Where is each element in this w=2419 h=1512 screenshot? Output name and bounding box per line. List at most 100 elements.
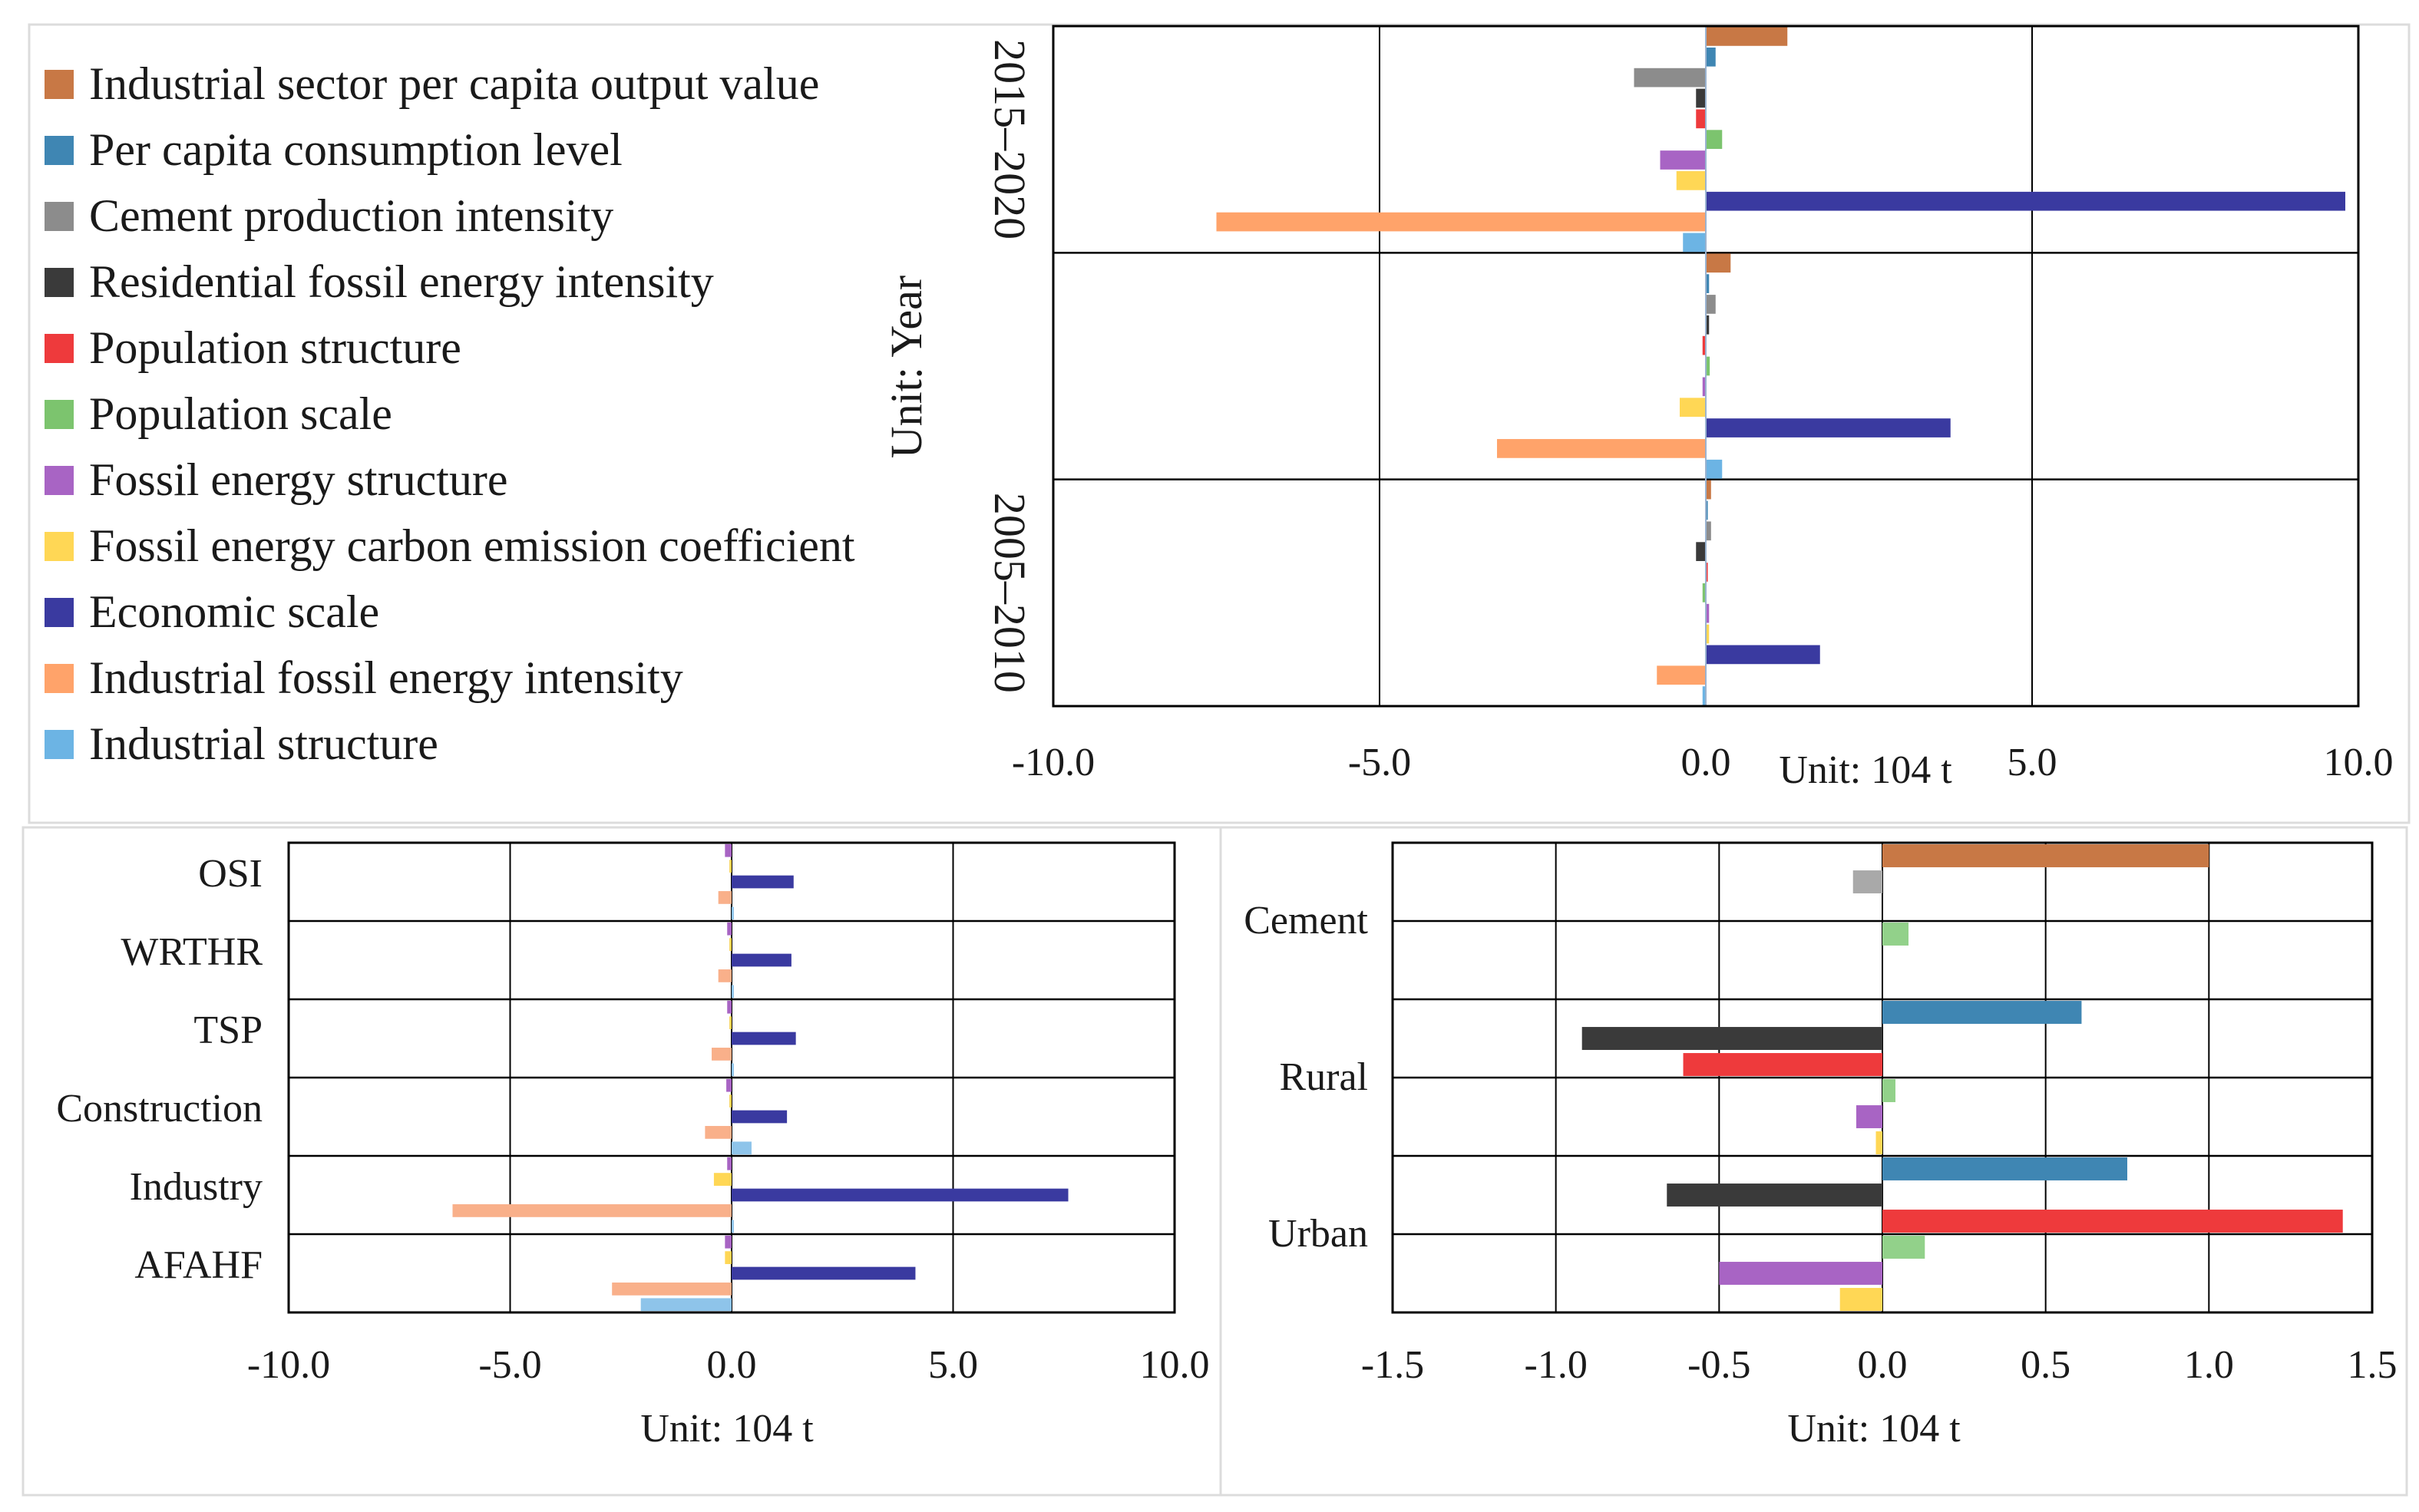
legend-swatch-fecec [45,532,74,561]
legend-label-fecec: Fossil energy carbon emission coefficien… [89,520,855,571]
bar-pccl [1882,1001,2082,1024]
x-tick-label: 0.0 [707,1343,757,1387]
bar-is [640,1298,732,1312]
bar-fes [1719,1262,1882,1285]
bar-cpi [1852,870,1882,893]
bar-pccl [1706,500,1708,520]
legend-label-ispcov: Industrial sector per capita output valu… [89,58,819,109]
bar-fecec [729,938,732,951]
bar-fes [726,1078,732,1092]
bar-fecec [1706,624,1710,644]
category-label: OSI [198,852,263,896]
bar-ispcov [1706,27,1788,46]
bottom-right-xlabel: Unit: 104 t [1787,1407,1961,1451]
x-tick-label: 10.0 [2324,741,2394,784]
category-label: Rural [1279,1055,1368,1099]
legend-swatch-is [45,730,74,759]
bar-fecec [729,860,732,873]
x-tick-label: 0.0 [1681,741,1731,784]
top-panel-border [28,23,2411,824]
bar-fecec [725,1251,732,1264]
x-tick-label: 1.0 [2184,1343,2234,1387]
x-tick-label: -1.0 [1525,1343,1588,1387]
category-label: WRTHR [121,930,263,974]
bottom-left-xlabel: Unit: 104 t [640,1407,814,1451]
legend-label-pscale: Population scale [89,388,392,439]
bar-es [1706,418,1951,437]
legend-swatch-es [45,598,74,627]
bar-is [732,906,734,920]
bar-es [732,1032,796,1045]
bar-ps [1683,1053,1882,1076]
bar-cpi [1634,68,1706,87]
bar-is [1706,459,1723,479]
x-tick-label: 5.0 [928,1343,978,1387]
bar-pscale [1882,1079,1896,1102]
bar-ifei [1216,212,1706,232]
bar-fes [725,843,732,857]
bar-fecec [1680,398,1706,418]
legend-swatch-pscale [45,400,74,429]
category-label: Urban [1268,1212,1368,1256]
bar-ifei [718,891,732,904]
legend-label-is: Industrial structure [89,718,438,769]
category-label: Construction [56,1087,263,1131]
x-tick-label: -1.5 [1361,1343,1424,1387]
x-tick-label: 5.0 [2008,741,2057,784]
bar-ifei [612,1283,732,1296]
legend-label-ifei: Industrial fossil energy intensity [89,652,683,703]
bar-is [1702,686,1706,705]
category-label: Industry [130,1165,263,1209]
bar-ifei [718,969,732,982]
bar-ifei [712,1048,732,1061]
x-tick-label: 10.0 [1140,1343,1210,1387]
chart-top: -10.0 -5.0 0.0 5.0 10.0 2015–2020 2005–2010 [985,25,2394,784]
plot-area-frame [1391,841,2374,1314]
bar-pccl [1882,1157,2127,1180]
bar-rfei [1696,88,1706,108]
bar-ispcov [1882,844,2209,867]
bar-is [732,1063,734,1077]
bar-pscale [1706,130,1723,150]
bar-pccl [1706,47,1716,67]
legend-swatch-pccl [45,136,74,165]
bar-ispcov [1706,480,1711,500]
x-tick-label: 0.0 [1858,1343,1908,1387]
legend-swatch-ifei [45,664,74,693]
bar-es [732,875,794,889]
legend-label-cpi: Cement production intensity [89,190,613,241]
x-tick-label: -0.5 [1687,1343,1750,1387]
bar-ifei [1497,439,1706,458]
bar-ps [1706,563,1708,582]
top-xlabel: Unit: 104 t [1779,748,1952,792]
bottom-left-panel-border [21,826,1222,1497]
bar-pscale [1706,356,1710,376]
bar-fes [1706,603,1710,623]
bar-fes [1856,1105,1882,1128]
legend-label-fes: Fossil energy structure [89,454,507,505]
bar-es [1706,645,1820,665]
bar-rfei [1696,542,1706,561]
bar-ps [1882,1210,2343,1233]
plot-area-frame [287,841,1176,1314]
bar-pccl [1706,274,1710,293]
chart-bottom-right: -1.5 -1.0 -0.5 0.0 0.5 1.0 1.5 Cement Rural Urban [1244,841,2398,1387]
bar-rfei [1581,1027,1882,1050]
bar-es [732,1188,1069,1202]
legend: Industrial sector per capita output valu… [45,58,855,769]
category-label: TSP [193,1009,263,1052]
legend-swatch-ps [45,334,74,363]
bar-fes [727,1157,732,1170]
bar-pscale [1702,583,1706,602]
bar-fes [727,922,732,936]
legend-label-rfei: Residential fossil energy intensity [89,256,714,307]
bar-is [732,1220,734,1233]
plot-area-frame [1052,25,2360,708]
bar-ps [1696,109,1706,129]
x-tick-label: -10.0 [1012,741,1095,784]
bar-fecec [1676,171,1706,190]
legend-label-ps: Population structure [89,322,461,373]
bar-ifei [1657,665,1706,685]
category-label-year: 2015–2020 [985,39,1035,239]
